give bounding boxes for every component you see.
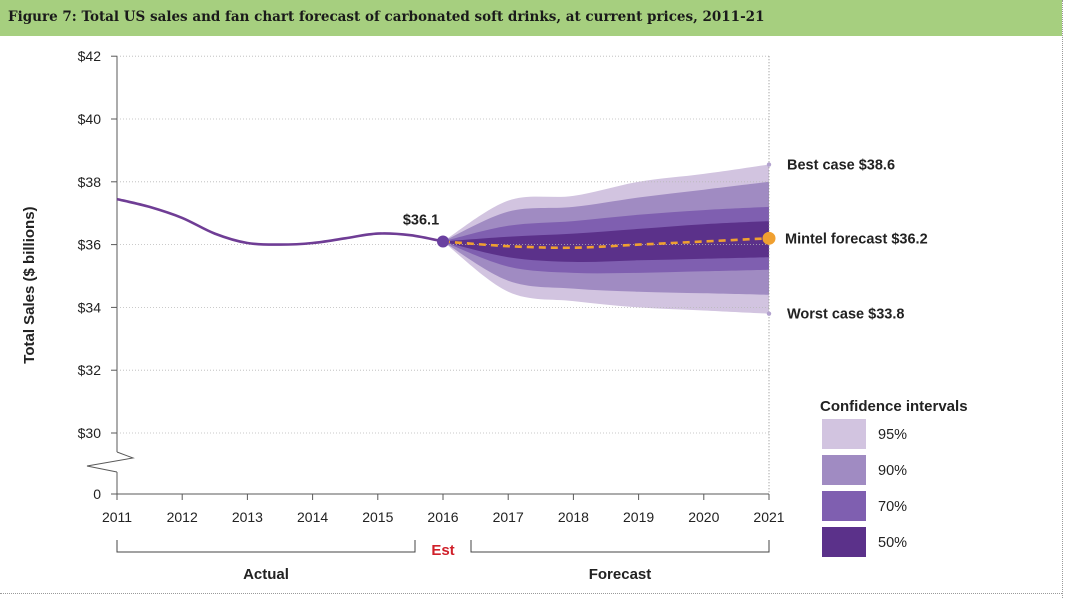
actual-label: Actual (243, 566, 289, 583)
y-tick-label: $32 (78, 362, 102, 378)
bottom-border (0, 593, 1062, 594)
figure-title: Figure 7: Total US sales and fan chart f… (8, 9, 765, 25)
annotation-best-case: Best case $38.6 (787, 158, 895, 174)
x-tick-label: 2017 (493, 509, 524, 525)
y-tick-label: $30 (78, 425, 102, 441)
legend-label-50: 50% (878, 535, 907, 551)
legend-swatch-70 (822, 491, 866, 521)
x-tick-label: 2016 (427, 509, 458, 525)
confidence-bands (443, 164, 769, 314)
y-axis-break (86, 451, 135, 473)
annotation-mintel-forecast: Mintel forecast $36.2 (785, 231, 928, 247)
legend-swatch-90 (822, 455, 866, 485)
forecast-2021-point (762, 231, 776, 245)
x-tick-label: 2012 (167, 509, 198, 525)
axes: 0 $30 $32 $34 $36 $38 $40 $42 2011 2012 2013 2014 20… (21, 48, 785, 583)
x-tick-label: 2014 (297, 509, 328, 525)
annotations: $36.1 Best case $38.6 Mintel forecast $36.… (403, 158, 928, 323)
series-lines (116, 162, 776, 316)
x-tick-label: 2019 (623, 509, 654, 525)
y-tick-label: 0 (93, 486, 101, 502)
est-2016-point (437, 235, 449, 248)
series-actual-line (116, 197, 444, 246)
y-axis-title: Total Sales ($ billions) (21, 206, 38, 363)
legend-label-90: 90% (878, 463, 907, 479)
annotation-worst-case: Worst case $33.8 (787, 307, 904, 323)
forecast-bracket (470, 540, 770, 553)
est-label: Est (431, 542, 454, 559)
legend: Confidence intervals 95% 90% 70% 50% (820, 398, 968, 557)
x-tick-label: 2013 (232, 509, 263, 525)
legend-swatch-50 (822, 527, 866, 557)
x-tick-label: 2021 (753, 509, 784, 525)
y-tick-label: $40 (78, 111, 102, 127)
series-forecast-line (442, 237, 770, 250)
legend-label-70: 70% (878, 499, 907, 515)
annotation-est-value: $36.1 (403, 212, 439, 228)
best-case-point (766, 162, 772, 167)
right-border (1062, 0, 1063, 598)
legend-title: Confidence intervals (820, 398, 968, 415)
band-50 (443, 221, 769, 262)
legend-label-95: 95% (878, 427, 907, 443)
worst-case-point (766, 311, 772, 316)
y-tick-label: $36 (78, 237, 102, 253)
forecast-label: Forecast (589, 566, 652, 583)
legend-swatch-95 (822, 419, 866, 449)
figure-header: Figure 7: Total US sales and fan chart f… (0, 0, 1062, 36)
y-tick-label: $38 (78, 174, 102, 190)
x-tick-label: 2018 (558, 509, 589, 525)
y-tick-label: $34 (78, 299, 102, 315)
x-tick-label: 2015 (362, 509, 393, 525)
y-tick-label: $42 (78, 48, 102, 64)
x-tick-label: 2020 (688, 509, 719, 525)
actual-bracket (116, 540, 416, 553)
x-tick-label: 2011 (102, 509, 132, 525)
